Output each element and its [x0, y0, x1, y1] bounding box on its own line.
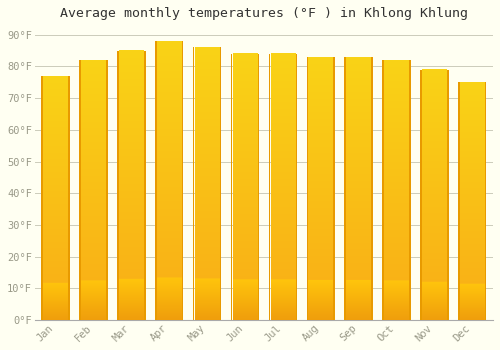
Bar: [334, 57, 335, 320]
Bar: [458, 82, 460, 320]
Bar: [79, 60, 80, 320]
Bar: [420, 70, 422, 320]
Bar: [447, 70, 448, 320]
Bar: [409, 60, 410, 320]
Bar: [182, 41, 184, 320]
Bar: [144, 51, 146, 320]
Title: Average monthly temperatures (°F ) in Khlong Khlung: Average monthly temperatures (°F ) in Kh…: [60, 7, 468, 20]
Bar: [117, 51, 118, 320]
Bar: [306, 57, 308, 320]
Bar: [193, 48, 194, 320]
Bar: [155, 41, 156, 320]
Bar: [220, 48, 222, 320]
Bar: [268, 54, 270, 320]
Bar: [106, 60, 108, 320]
Bar: [258, 54, 259, 320]
Bar: [68, 76, 70, 320]
Bar: [382, 60, 384, 320]
Bar: [296, 54, 297, 320]
Bar: [372, 57, 373, 320]
Bar: [42, 76, 43, 320]
Bar: [230, 54, 232, 320]
Bar: [344, 57, 346, 320]
Bar: [485, 82, 486, 320]
